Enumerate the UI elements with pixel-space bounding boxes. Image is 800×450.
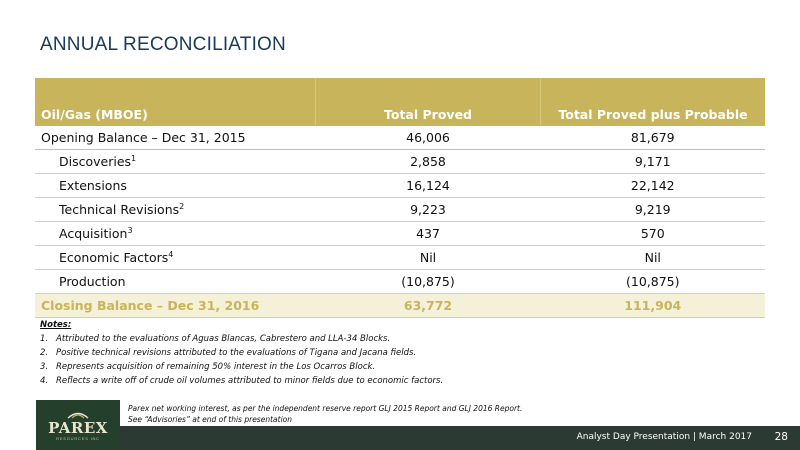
page-title: ANNUAL RECONCILIATION — [40, 34, 286, 55]
table-row: Economic Factors4 Nil Nil — [35, 245, 765, 270]
total-proved-value: 63,772 — [315, 293, 541, 318]
row-label: Production — [35, 269, 316, 294]
logo-subtitle: RESOURCES INC — [56, 435, 100, 441]
row-label: Economic Factors4 — [35, 245, 316, 270]
total-proved-probable-value: 9,171 — [540, 149, 765, 174]
footnote-marker: 2 — [179, 201, 185, 211]
total-proved-probable-value: Nil — [540, 245, 765, 270]
row-label: Discoveries1 — [35, 149, 316, 174]
row-label: Closing Balance – Dec 31, 2016 — [35, 293, 316, 318]
note-item: 3. Represents acquisition of remaining 50… — [40, 362, 376, 372]
total-proved-probable-value: 111,904 — [540, 293, 765, 318]
total-proved-probable-value: 22,142 — [540, 173, 765, 198]
total-proved-value: 46,006 — [315, 126, 541, 150]
presentation-label: Analyst Day Presentation | March 2017 — [576, 432, 752, 442]
note-item: 2. Positive technical revisions attribute… — [40, 348, 417, 358]
row-label: Opening Balance – Dec 31, 2015 — [35, 126, 316, 150]
closing-balance-row: Closing Balance – Dec 31, 2016 63,772 11… — [35, 293, 765, 318]
wing-icon — [67, 412, 89, 419]
total-proved-value: (10,875) — [315, 269, 541, 294]
row-label: Technical Revisions2 — [35, 197, 316, 222]
header-oil-gas: Oil/Gas (MBOE) — [35, 78, 316, 126]
total-proved-value: 16,124 — [315, 173, 541, 198]
total-proved-probable-value: 9,219 — [540, 197, 765, 222]
advisories-line: See “Advisories” at end of this presenta… — [128, 415, 292, 424]
header-total-proved-probable: Total Proved plus Probable — [540, 78, 765, 126]
parex-logo: PAREX RESOURCES INC — [36, 400, 120, 450]
table-row: Extensions 16,124 22,142 — [35, 173, 765, 198]
header-total-proved: Total Proved — [315, 78, 541, 126]
table-row: Discoveries1 2,858 9,171 — [35, 149, 765, 174]
note-item: 1. Attributed to the evaluations of Aguas… — [40, 334, 391, 344]
table-row: Opening Balance – Dec 31, 2015 46,006 81… — [35, 126, 765, 150]
notes-section: Notes: 1. Attributed to the evaluations o… — [40, 318, 740, 388]
table-row: Technical Revisions2 9,223 9,219 — [35, 197, 765, 222]
source-footnote: Parex net working interest, as per the i… — [128, 403, 522, 425]
reconciliation-table: Oil/Gas (MBOE) Total Proved Total Proved… — [35, 78, 765, 318]
total-proved-value: Nil — [315, 245, 541, 270]
table-row: Production (10,875) (10,875) — [35, 269, 765, 294]
source-line: Parex net working interest, as per the i… — [128, 404, 523, 413]
total-proved-value: 9,223 — [315, 197, 541, 222]
notes-heading: Notes: — [40, 320, 72, 330]
table-header-row: Oil/Gas (MBOE) Total Proved Total Proved… — [35, 78, 765, 126]
table-row: Acquisition3 437 570 — [35, 221, 765, 246]
row-label: Extensions — [35, 173, 316, 198]
page-number: 28 — [774, 431, 788, 443]
logo-name: PAREX — [48, 418, 108, 437]
footnote-marker: 3 — [127, 225, 133, 235]
total-proved-probable-value: (10,875) — [540, 269, 765, 294]
note-item: 4. Reflects a write off of crude oil volu… — [40, 376, 444, 386]
total-proved-value: 2,858 — [315, 149, 541, 174]
footnote-marker: 1 — [131, 153, 137, 163]
footnote-marker: 4 — [168, 249, 174, 259]
footer-bar: Analyst Day Presentation | March 2017 28 — [120, 426, 800, 450]
total-proved-probable-value: 570 — [540, 221, 765, 246]
total-proved-probable-value: 81,679 — [540, 126, 765, 150]
total-proved-value: 437 — [315, 221, 541, 246]
row-label: Acquisition3 — [35, 221, 316, 246]
